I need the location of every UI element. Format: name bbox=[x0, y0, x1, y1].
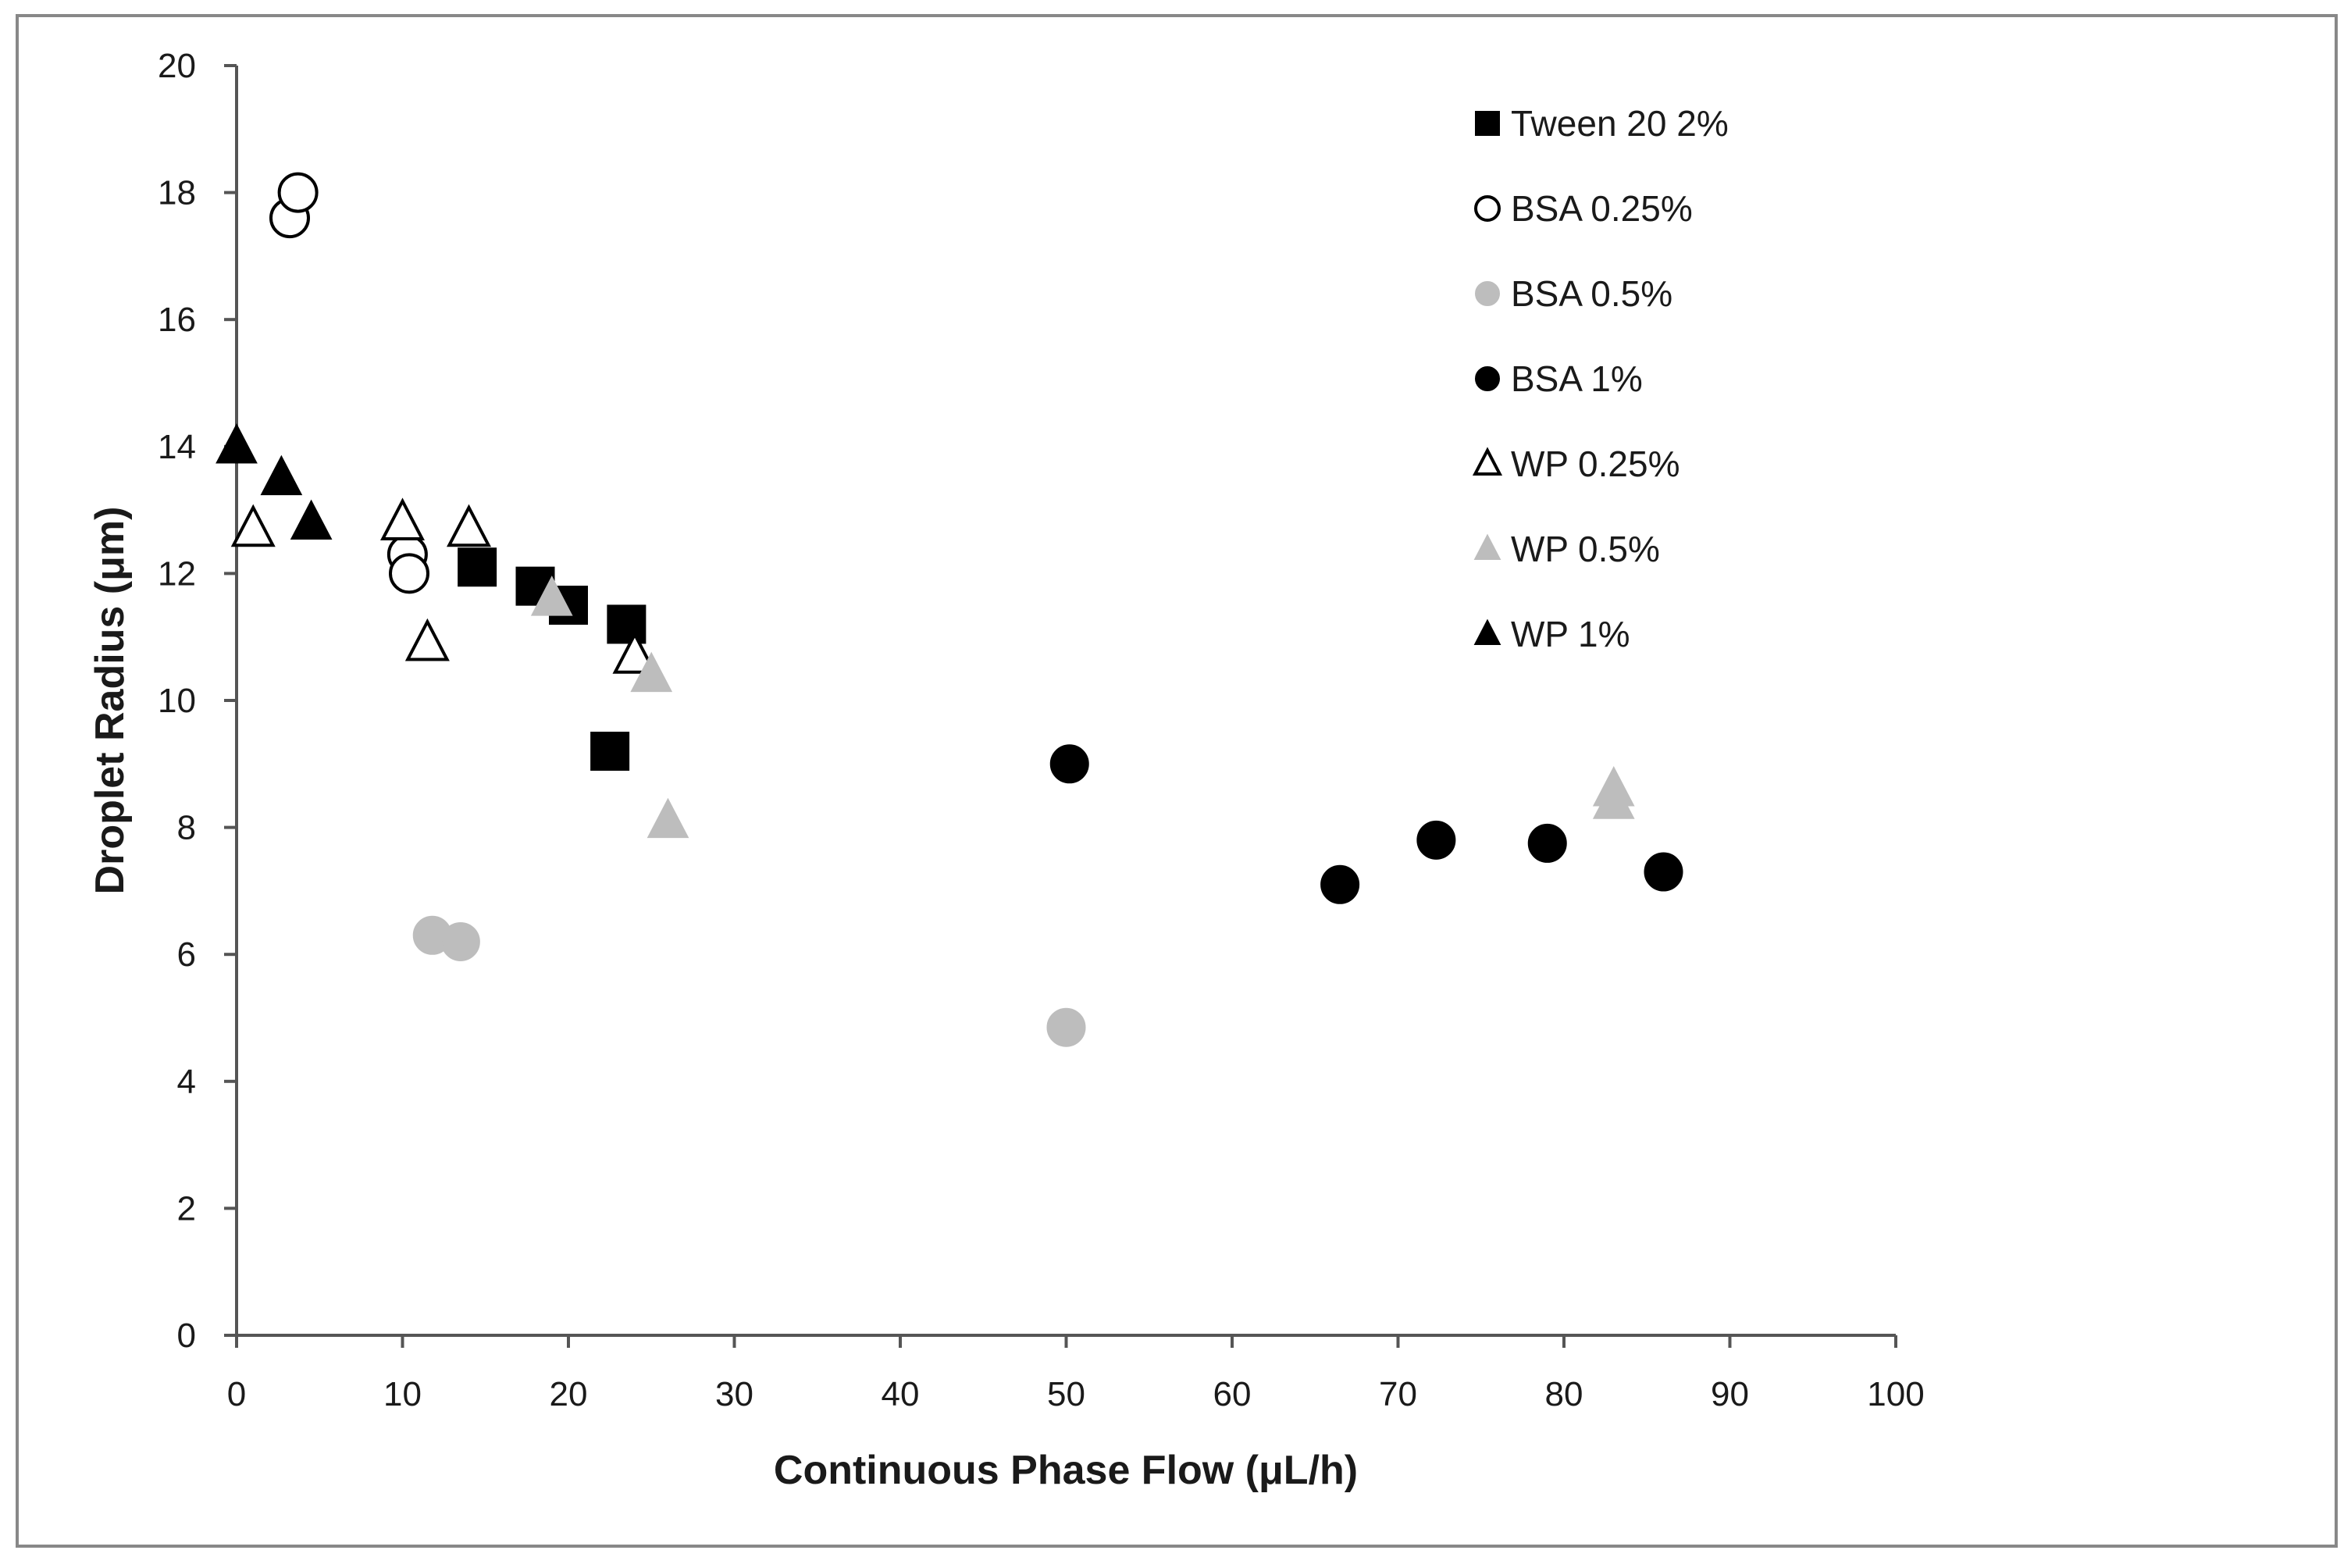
legend-label-tween-20-2: Tween 20 2% bbox=[1511, 103, 1729, 144]
y-tick-label: 14 bbox=[158, 428, 196, 466]
data-point-wp-0-25 bbox=[447, 504, 491, 547]
y-tick-label: 18 bbox=[158, 174, 196, 212]
x-tick-label: 20 bbox=[550, 1375, 588, 1413]
y-tick-label: 16 bbox=[158, 301, 196, 339]
legend-label-wp-0-5: WP 0.5% bbox=[1511, 529, 1660, 569]
data-point-bsa-1 bbox=[1320, 864, 1360, 904]
data-point-tween-20-2 bbox=[458, 547, 497, 587]
data-point-bsa-0-25 bbox=[389, 553, 429, 594]
y-tick-label: 0 bbox=[177, 1317, 196, 1355]
data-point-wp-0-5 bbox=[647, 797, 689, 839]
x-tick-label: 40 bbox=[882, 1375, 920, 1413]
y-tick-label: 6 bbox=[177, 935, 196, 974]
data-point-bsa-1 bbox=[1644, 852, 1683, 892]
data-point-bsa-0-5 bbox=[440, 921, 480, 961]
x-tick-label: 70 bbox=[1379, 1375, 1417, 1413]
data-point-bsa-1 bbox=[1416, 820, 1456, 860]
legend-label-wp-1: WP 1% bbox=[1511, 614, 1630, 654]
data-point-wp-1 bbox=[290, 499, 333, 540]
data-point-wp-0-5 bbox=[530, 576, 573, 616]
data-point-bsa-0-25 bbox=[277, 172, 319, 213]
plot-area bbox=[216, 172, 1683, 1047]
figure-frame bbox=[16, 14, 2338, 1548]
y-ticks: 0 2 4 6 8 10 12 14 16 18 20 bbox=[158, 47, 237, 1355]
data-point-wp-1 bbox=[216, 423, 258, 464]
data-point-wp-0-25 bbox=[230, 504, 276, 547]
legend-marker-bsa-0-5 bbox=[1475, 281, 1500, 306]
data-point-tween-20-2 bbox=[607, 604, 647, 644]
y-tick-label: 12 bbox=[158, 554, 196, 593]
y-tick-label: 2 bbox=[177, 1189, 196, 1228]
legend: Tween 20 2% BSA 0.25% BSA 0.5% BSA 1% WP 0.2… bbox=[1472, 103, 1729, 654]
data-point-bsa-1 bbox=[1527, 823, 1567, 863]
x-tick-label: 10 bbox=[383, 1375, 422, 1413]
y-tick-label: 20 bbox=[158, 47, 196, 85]
data-point-bsa-1 bbox=[1049, 744, 1089, 784]
data-point-wp-0-25 bbox=[404, 618, 450, 661]
x-tick-label: 50 bbox=[1047, 1375, 1085, 1413]
legend-marker-bsa-0-25 bbox=[1474, 195, 1501, 222]
data-point-tween-20-2 bbox=[590, 732, 630, 772]
x-tick-label: 0 bbox=[227, 1375, 246, 1413]
data-point-wp-0-25 bbox=[612, 631, 657, 674]
legend-label-bsa-0-25: BSA 0.25% bbox=[1511, 188, 1693, 229]
data-point-bsa-0-5 bbox=[1046, 1007, 1086, 1047]
x-ticks: 0 10 20 30 40 50 60 70 80 90 100 bbox=[227, 1335, 1925, 1413]
x-tick-label: 100 bbox=[1867, 1375, 1924, 1413]
legend-marker-wp-0-25 bbox=[1472, 447, 1503, 476]
legend-label-bsa-1: BSA 1% bbox=[1511, 358, 1643, 399]
x-tick-label: 80 bbox=[1545, 1375, 1583, 1413]
legend-marker-wp-1 bbox=[1473, 618, 1501, 645]
data-point-wp-0-25 bbox=[380, 497, 425, 541]
y-tick-label: 4 bbox=[177, 1063, 196, 1101]
y-tick-label: 10 bbox=[158, 682, 196, 720]
legend-marker-bsa-1 bbox=[1475, 366, 1500, 391]
legend-marker-wp-0-5 bbox=[1473, 533, 1501, 560]
y-tick-label: 8 bbox=[177, 809, 196, 847]
legend-marker-tween-20-2 bbox=[1475, 111, 1500, 136]
data-point-wp-0-5 bbox=[1592, 779, 1635, 819]
x-axis-title: Continuous Phase Flow (μL/h) bbox=[774, 1448, 1358, 1493]
data-point-wp-0-5 bbox=[630, 651, 673, 693]
y-axis-title: Droplet Radius (μm) bbox=[87, 507, 133, 895]
data-point-wp-1 bbox=[260, 454, 303, 496]
legend-label-wp-0-25: WP 0.25% bbox=[1511, 444, 1680, 484]
legend-label-bsa-0-5: BSA 0.5% bbox=[1511, 273, 1672, 314]
x-tick-label: 30 bbox=[715, 1375, 753, 1413]
x-tick-label: 60 bbox=[1213, 1375, 1252, 1413]
x-tick-label: 90 bbox=[1711, 1375, 1749, 1413]
